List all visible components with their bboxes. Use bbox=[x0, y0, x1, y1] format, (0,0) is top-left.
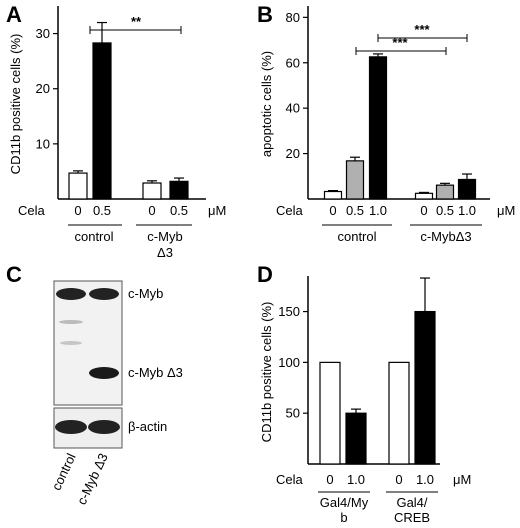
panel-b-ytick-label-0: 20 bbox=[286, 146, 300, 161]
panel-a-bar-0 bbox=[68, 172, 88, 200]
panel-a-bar-3 bbox=[169, 180, 189, 200]
panel-c-band-cmyb-control bbox=[56, 288, 86, 300]
panel-a-bars bbox=[68, 21, 189, 200]
panel-d-dose-2: 1.0 bbox=[347, 472, 365, 487]
panel-c-label-cmyb: c-Myb bbox=[128, 286, 163, 301]
panel-b-dose-2: 0.5 bbox=[346, 203, 364, 218]
panel-b-dose-4: 0 bbox=[420, 203, 427, 218]
panel-c-band-cmyb-mutant bbox=[89, 288, 119, 300]
panel-d-bar-3 bbox=[414, 310, 436, 465]
panel-b-bar-3 bbox=[414, 192, 434, 200]
panel-b-ytick-label-2: 60 bbox=[286, 55, 300, 70]
panel-b-significance-1: *** bbox=[377, 22, 468, 42]
panel-a-sig-stars: ** bbox=[131, 14, 142, 29]
panel-c-band-actin-control bbox=[55, 420, 87, 434]
panel-b-group-2: c-MybΔ3 bbox=[420, 229, 471, 244]
panel-a-unit: μM bbox=[208, 203, 226, 218]
panel-a-label: A bbox=[6, 2, 22, 27]
panel-a-dose-4: 0.5 bbox=[170, 203, 188, 218]
panel-b-sig-stars-2: *** bbox=[392, 35, 408, 50]
panel-b-dose-3: 1.0 bbox=[369, 203, 387, 218]
panel-b-ylabel: apoptotic cells (%) bbox=[259, 51, 274, 157]
panel-a-significance: ** bbox=[89, 14, 182, 34]
panel-b-dose-5: 0.5 bbox=[436, 203, 454, 218]
panel-d-group-2b: CREB bbox=[394, 510, 430, 525]
panel-b-unit: μM bbox=[497, 203, 515, 218]
panel-b-dose-6: 1.0 bbox=[458, 203, 476, 218]
panel-d-group-1b: b bbox=[340, 510, 347, 525]
panel-d-y-ticks: 50 100 150 bbox=[278, 304, 308, 421]
panel-b-bars bbox=[323, 53, 477, 200]
panel-b-label: B bbox=[257, 2, 273, 27]
panel-a-group-2b: Δ3 bbox=[157, 245, 173, 260]
panel-b-bar-5 bbox=[457, 178, 477, 200]
panel-d-dose-3: 0 bbox=[395, 472, 402, 487]
panel-b-significance-2: *** bbox=[355, 35, 447, 55]
panel-d-dose-4: 1.0 bbox=[416, 472, 434, 487]
panel-c-band-actin-mutant bbox=[88, 420, 120, 434]
panel-d-bar-2 bbox=[388, 361, 410, 465]
panel-a-dose-2: 0.5 bbox=[93, 203, 111, 218]
panel-b-cela-label: Cela bbox=[276, 203, 304, 218]
panel-d-bar-1 bbox=[345, 412, 367, 465]
panel-b-y-ticks: 20 40 60 80 bbox=[286, 10, 308, 161]
panel-a-ytick-label-0: 10 bbox=[36, 136, 50, 151]
panel-b-bar-2 bbox=[368, 56, 388, 200]
panel-a-dose-1: 0 bbox=[74, 203, 81, 218]
panel-c-label-actin: β-actin bbox=[128, 419, 167, 434]
panel-a-y-ticks: 10 20 30 bbox=[36, 26, 58, 151]
panel-c-band-cmyb-delta3 bbox=[89, 367, 119, 379]
panel-a-group-2a: c-Myb bbox=[147, 229, 182, 244]
panel-c-label: C bbox=[6, 262, 22, 287]
panel-a-ylabel: CD11b positive cells (%) bbox=[8, 34, 23, 175]
panel-d-group-1a: Gal4/My bbox=[320, 495, 369, 510]
panel-d-ylabel: CD11b positive cells (%) bbox=[259, 302, 274, 443]
panel-a-cela-label: Cela bbox=[18, 203, 46, 218]
panel-c-lane-mutant: c-Myb Δ3 bbox=[74, 451, 111, 507]
panel-d-ytick-label-2: 150 bbox=[278, 304, 300, 319]
panel-d-bars bbox=[319, 277, 436, 465]
panel-a-bar-1 bbox=[92, 42, 112, 200]
panel-c-faint-band-2 bbox=[60, 341, 82, 345]
panel-b-bar-4 bbox=[435, 184, 455, 200]
panel-d-ytick-label-1: 100 bbox=[278, 355, 300, 370]
panel-b-group-1: control bbox=[337, 229, 376, 244]
panel-c-lane-control: control bbox=[49, 451, 79, 493]
panel-c-blot bbox=[53, 280, 123, 449]
panel-a-ytick-label-1: 20 bbox=[36, 81, 50, 96]
panel-c-faint-band-1 bbox=[59, 320, 83, 324]
panel-d-ytick-label-0: 50 bbox=[286, 406, 300, 421]
panel-d-group-2a: Gal4/ bbox=[396, 495, 427, 510]
panel-d-label: D bbox=[257, 262, 273, 287]
panel-d-bar-0 bbox=[319, 361, 341, 465]
panel-b-sig-stars-1: *** bbox=[414, 22, 430, 37]
panel-b-dose-1: 0 bbox=[329, 203, 336, 218]
panel-a-dose-3: 0 bbox=[148, 203, 155, 218]
panel-b-ytick-label-3: 80 bbox=[286, 10, 300, 25]
panel-d-dose-1: 0 bbox=[326, 472, 333, 487]
panel-b-bar-1 bbox=[345, 160, 365, 200]
panel-b-ytick-label-1: 40 bbox=[286, 101, 300, 116]
panel-a-group-1: control bbox=[74, 229, 113, 244]
panel-d-unit: μM bbox=[453, 472, 471, 487]
panel-b-bar-0 bbox=[323, 190, 343, 200]
panel-a-bar-2 bbox=[142, 182, 162, 200]
panel-c-label-cmyb-delta3: c-Myb Δ3 bbox=[128, 365, 183, 380]
panel-a-ytick-label-2: 30 bbox=[36, 26, 50, 41]
panel-d-cela-label: Cela bbox=[276, 472, 304, 487]
